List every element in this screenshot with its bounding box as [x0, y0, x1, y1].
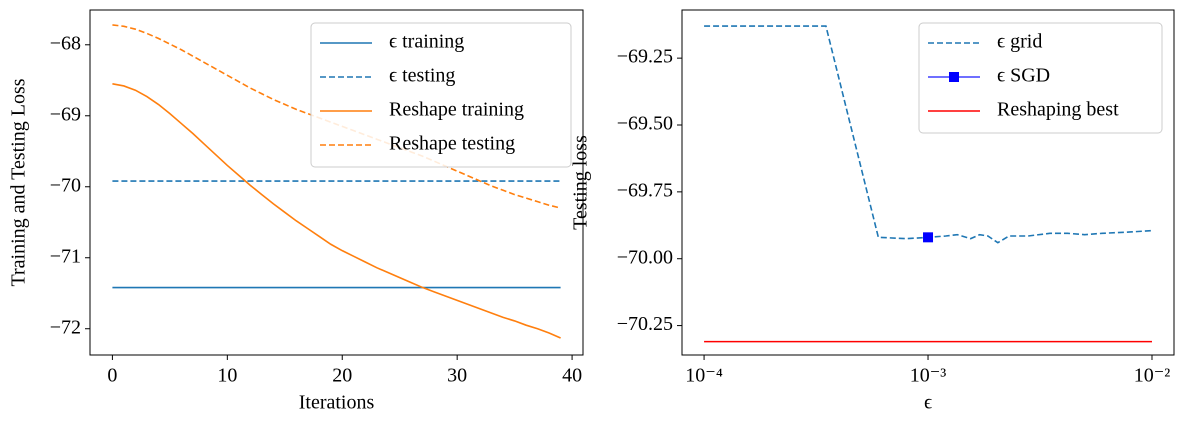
marker	[923, 232, 934, 243]
x-tick-label: 30	[447, 365, 467, 387]
y-tick-label: −68	[50, 32, 81, 54]
y-tick-label: −70.25	[617, 313, 673, 335]
y-tick-label: −69.50	[617, 113, 673, 135]
y-tick-label: −70	[50, 174, 81, 196]
y-tick-label: −70.00	[617, 246, 673, 268]
axes-frame	[681, 9, 1175, 356]
legend-label: Reshape testing	[389, 133, 515, 155]
y-tick-label: −69	[50, 103, 81, 125]
series-line	[704, 25, 1153, 244]
y-tick-label: −71	[50, 245, 81, 267]
legend-label: ϵ training	[389, 31, 464, 53]
legend-label: ϵ testing	[389, 65, 455, 87]
x-axis-label: Iterations	[299, 392, 375, 414]
legend-label: Reshape training	[389, 99, 524, 121]
y-tick-label: −72	[50, 316, 81, 338]
x-tick-label: 10⁻²	[1134, 365, 1171, 387]
x-tick-label: 10⁻³	[910, 365, 947, 387]
y-tick-label: −69.75	[617, 179, 673, 201]
y-tick-label: −69.25	[617, 46, 673, 68]
legend-box	[918, 22, 1163, 134]
legend-label: ϵ SGD	[997, 65, 1050, 87]
legend-label: Reshaping best	[997, 99, 1119, 121]
axes-frame	[89, 9, 584, 356]
x-axis-label: ϵ	[924, 392, 932, 414]
legend-box	[310, 22, 572, 168]
x-tick-label: 10	[217, 365, 237, 387]
x-tick-label: 0	[107, 365, 117, 387]
legend-label: ϵ grid	[997, 31, 1042, 53]
legend-marker	[949, 72, 959, 82]
y-axis-label: Training and Testing Loss	[8, 78, 30, 286]
x-tick-label: 40	[562, 365, 582, 387]
series-line	[112, 83, 561, 339]
x-tick-label: 10⁻⁴	[685, 365, 723, 387]
y-axis-label: Testing loss	[570, 135, 592, 230]
x-tick-label: 20	[332, 365, 352, 387]
